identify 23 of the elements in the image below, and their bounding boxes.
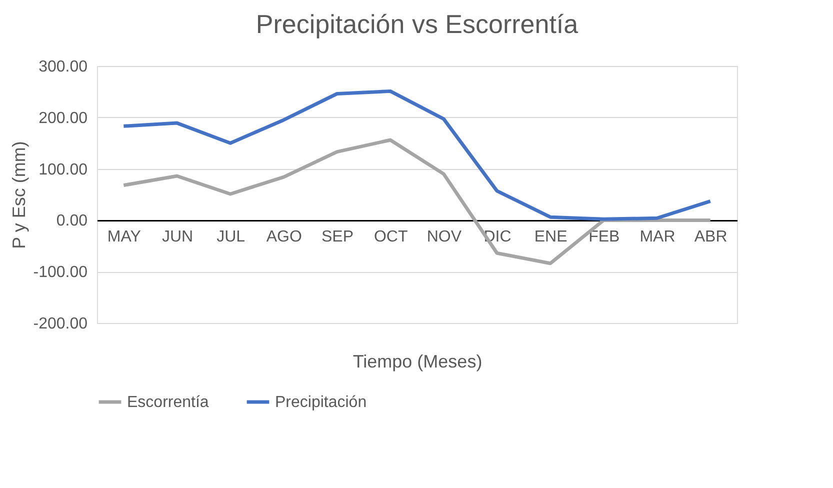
y-tick-label: 200.00 (38, 110, 88, 127)
x-tick-label: FEB (588, 228, 620, 246)
x-tick-label: MAY (107, 228, 142, 246)
chart-title: Precipitación vs Escorrentía (256, 9, 579, 39)
legend-label: Escorrentía (127, 394, 209, 411)
x-tick-label: SEP (321, 228, 354, 246)
y-axis-title: P y Esc (mm) (9, 141, 30, 249)
x-tick-label: NOV (426, 228, 462, 246)
x-tick-label: AGO (266, 228, 302, 246)
y-tick-label: -100.00 (33, 264, 88, 282)
x-tick-label: JUN (162, 228, 194, 246)
x-tick-label: ENE (534, 228, 568, 246)
y-tick-label: -200.00 (33, 316, 88, 332)
line-series (122, 89, 712, 221)
x-tick-label: JUL (216, 228, 246, 246)
y-tick-label: 300.00 (38, 58, 88, 76)
y-tick-label: 0.00 (56, 212, 88, 230)
x-tick-label: ABR (694, 228, 728, 246)
x-tick-label: MAR (640, 228, 676, 246)
x-axis-title: Tiempo (Meses) (352, 352, 482, 372)
y-tick-label: 100.00 (38, 161, 88, 178)
x-tick-label: OCT (374, 228, 408, 246)
legend-label: Precipitación (275, 394, 367, 411)
